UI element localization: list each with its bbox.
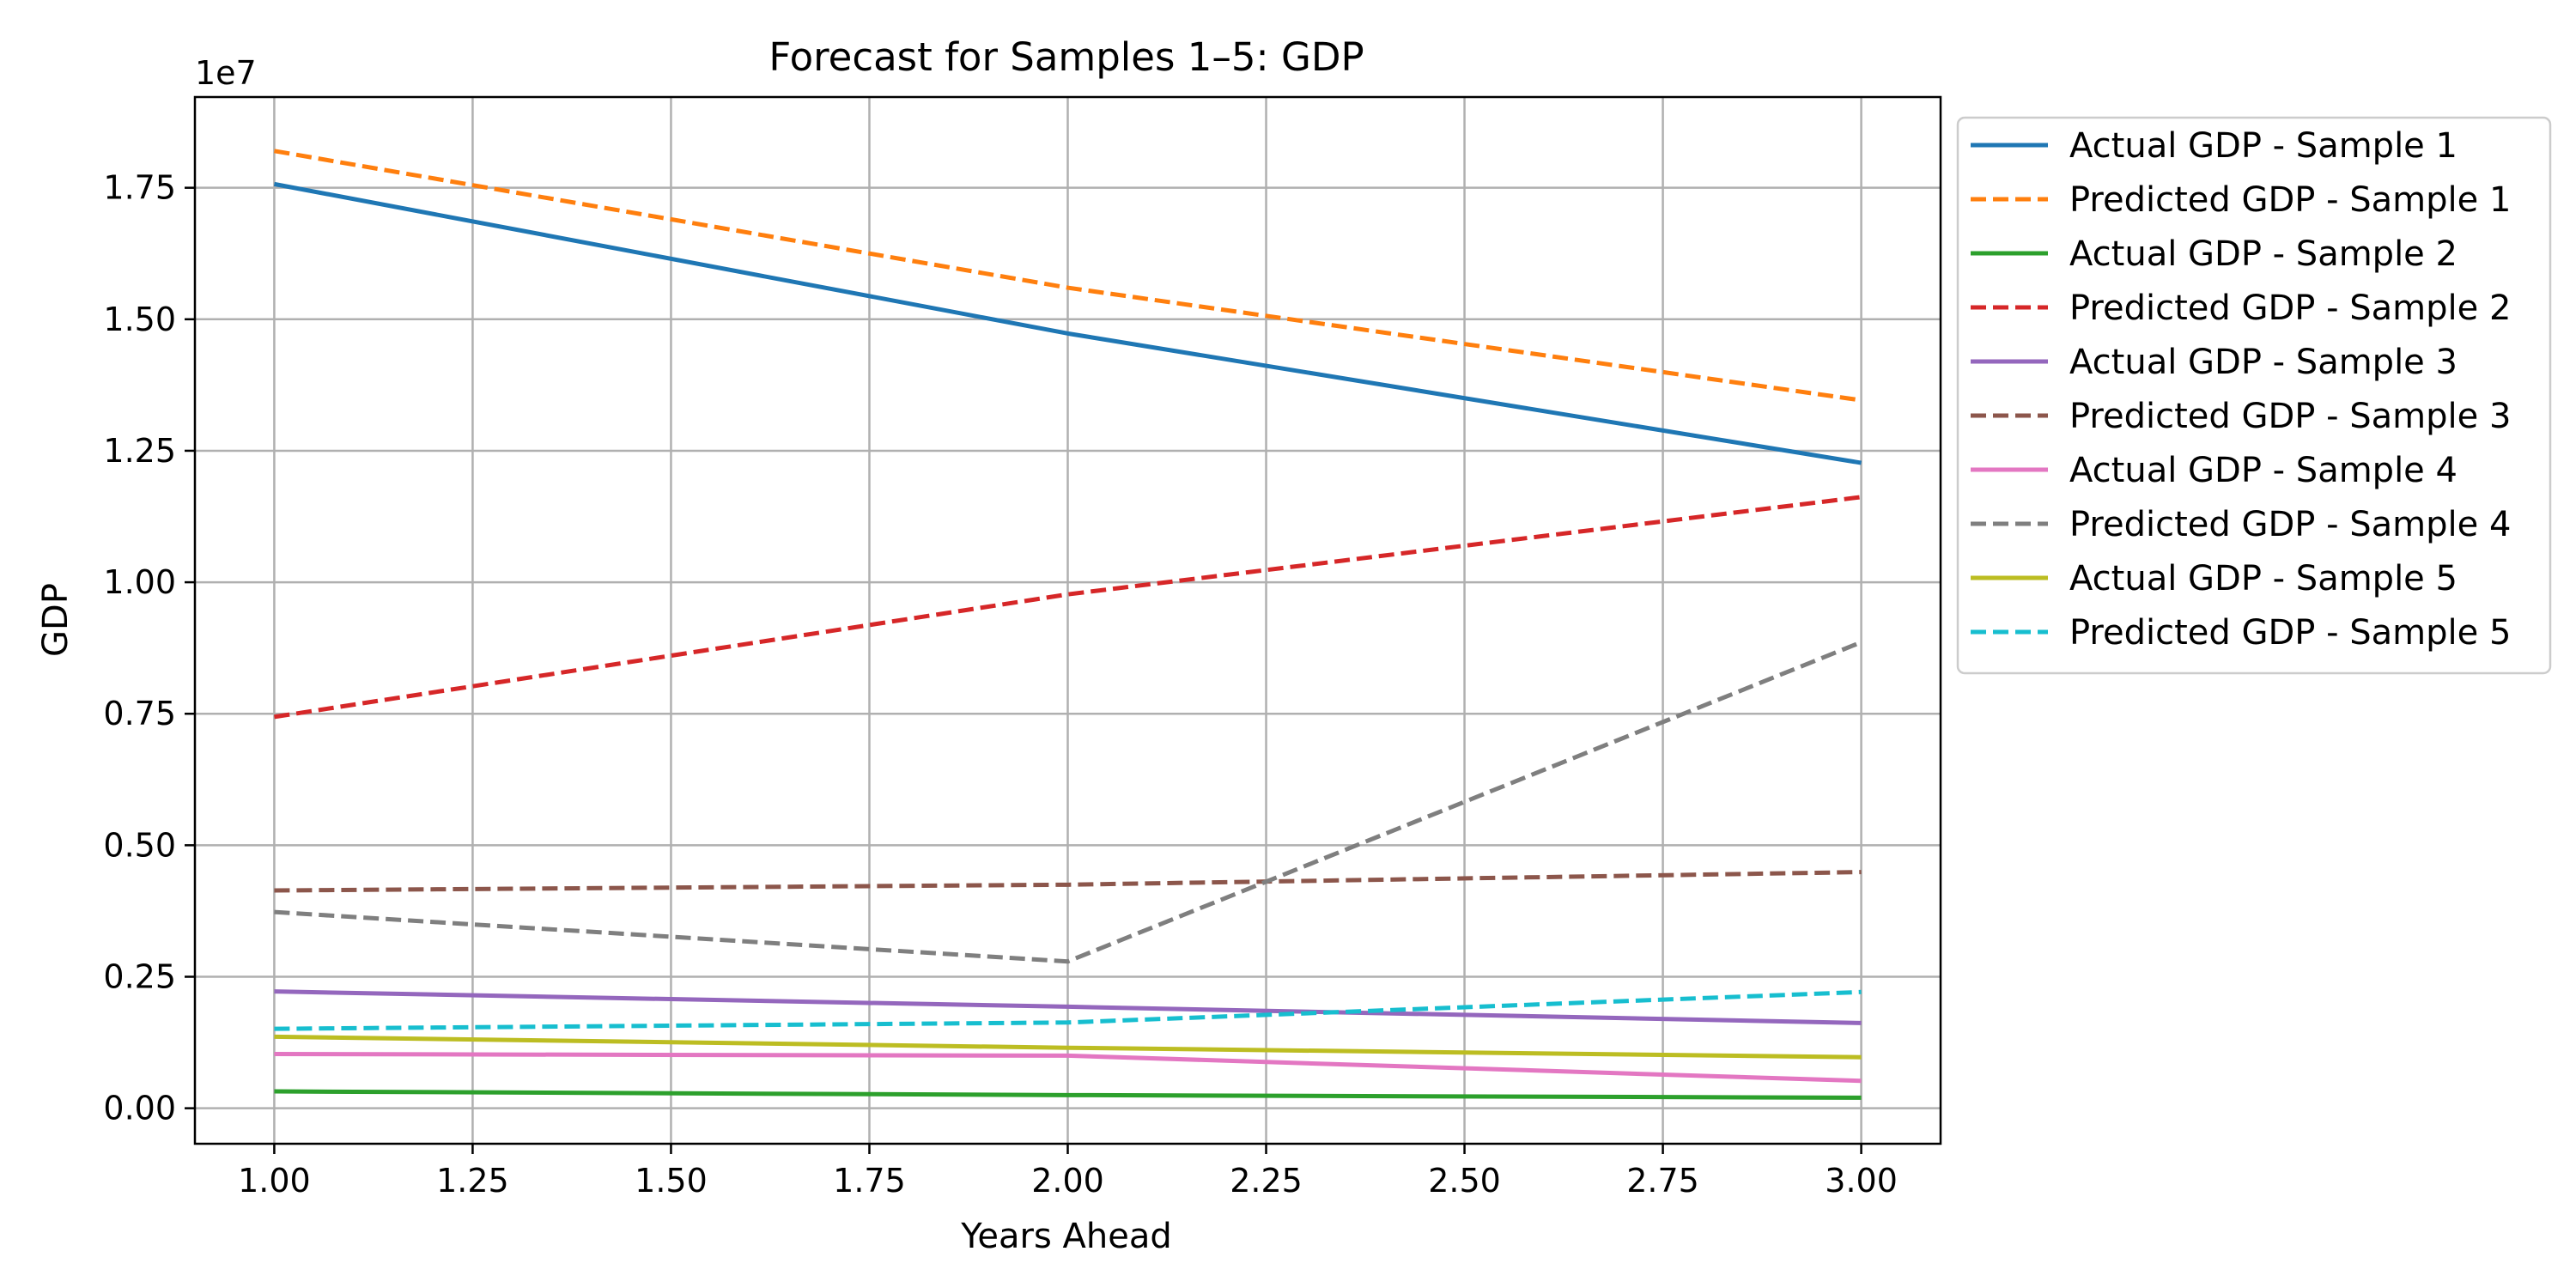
series-line-8 xyxy=(274,640,1862,964)
y-axis: 0.00 0.25 0.50 0.75 1.00 1.25 1.50 1.75 xyxy=(103,169,195,1127)
y-tick-label: 1.50 xyxy=(103,301,176,338)
x-tick-label: 2.00 xyxy=(1031,1162,1104,1200)
series-line-6 xyxy=(274,870,1862,893)
legend-label: Predicted GDP - Sample 5 xyxy=(2069,613,2511,653)
series-lines xyxy=(273,149,1862,1100)
series-line-5 xyxy=(274,989,1862,1025)
series-line-7 xyxy=(274,1052,1862,1084)
chart-title: Forecast for Samples 1–5: GDP xyxy=(769,34,1364,80)
y-tick-label: 0.00 xyxy=(103,1090,176,1127)
x-tick-label: 3.00 xyxy=(1825,1162,1898,1200)
legend-label: Actual GDP - Sample 3 xyxy=(2069,343,2458,382)
series-line-3 xyxy=(274,1089,1862,1100)
x-axis: 1.00 1.25 1.50 1.75 2.00 2.25 2.50 2.75 3.00 xyxy=(238,1144,1898,1200)
series-line-9 xyxy=(274,1034,1862,1060)
legend-label: Predicted GDP - Sample 2 xyxy=(2069,289,2511,328)
series-line-1 xyxy=(273,181,1862,465)
y-axis-offset-label: 1e7 xyxy=(195,54,257,92)
grid xyxy=(195,97,1941,1144)
x-tick-label: 2.50 xyxy=(1428,1162,1501,1200)
y-tick-label: 0.25 xyxy=(103,958,176,996)
legend-label: Actual GDP - Sample 1 xyxy=(2069,126,2458,166)
y-tick-label: 1.75 xyxy=(103,169,176,207)
series-line-2 xyxy=(273,149,1862,403)
x-tick-label: 1.75 xyxy=(833,1162,906,1200)
x-axis-label: Years Ahead xyxy=(960,1217,1171,1256)
legend-box xyxy=(1956,116,2552,675)
legend-label: Predicted GDP - Sample 4 xyxy=(2069,505,2511,544)
x-tick-label: 2.75 xyxy=(1626,1162,1699,1200)
y-tick-label: 0.75 xyxy=(103,695,176,732)
series-line-10 xyxy=(274,989,1862,1031)
x-tick-label: 2.25 xyxy=(1230,1162,1303,1200)
y-tick-label: 0.50 xyxy=(103,826,176,864)
legend-label: Predicted GDP - Sample 1 xyxy=(2069,180,2511,220)
legend-label: Predicted GDP - Sample 3 xyxy=(2069,397,2511,436)
y-tick-label: 1.00 xyxy=(103,563,176,601)
x-tick-label: 1.00 xyxy=(238,1162,311,1200)
legend-label: Actual GDP - Sample 4 xyxy=(2069,451,2458,490)
legend: Actual GDP - Sample 1 Predicted GDP - Sam… xyxy=(1956,116,2552,675)
x-tick-label: 1.25 xyxy=(436,1162,509,1200)
y-tick-label: 1.25 xyxy=(103,432,176,470)
legend-label: Actual GDP - Sample 5 xyxy=(2069,559,2458,598)
legend-label: Actual GDP - Sample 2 xyxy=(2069,234,2458,274)
x-tick-label: 1.50 xyxy=(635,1162,708,1200)
y-axis-label: GDP xyxy=(36,583,76,657)
